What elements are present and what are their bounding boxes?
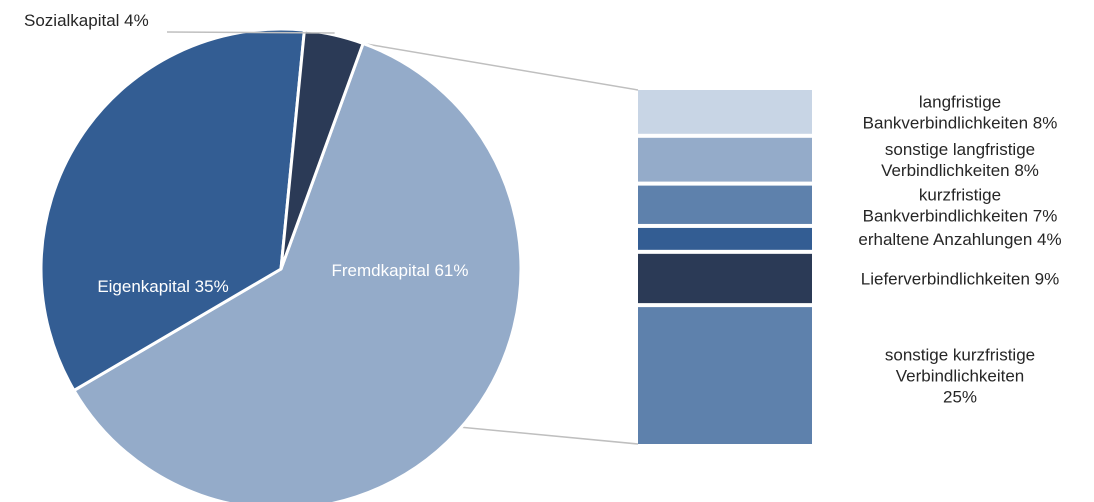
breakdown-label-1: langfristige Bankverbindlichkeiten 8%: [863, 92, 1058, 132]
labels: Fremdkapital 61% Eigenkapital 35% Sozialka…: [24, 11, 1062, 407]
leader-line-sozialkapital: [166, 31, 335, 34]
pie: [39, 27, 523, 502]
connector-line-top: [362, 42, 639, 91]
pie-slice-sozialkapital: [279, 28, 365, 271]
pie-label-eigenkapital: Eigenkapital 35%: [97, 277, 228, 296]
pie-slice-eigenkapital: [39, 27, 306, 392]
pie-slice-fremdkapital: [72, 41, 523, 502]
breakdown-segment-1: [638, 90, 812, 134]
breakdown-label-4: erhaltene Anzahlungen 4%: [858, 230, 1061, 249]
breakdown-label-6: sonstige kurzfristige Verbindlichkeiten 25…: [885, 346, 1035, 407]
pie-label-fremdkapital: Fremdkapital 61%: [331, 261, 468, 280]
breakdown-label-3: kurzfristige Bankverbindlichkeiten 7%: [863, 185, 1058, 225]
breakdown-segment-3: [638, 185, 812, 224]
breakdown-segment-4: [638, 227, 812, 250]
pie-label-sozialkapital: Sozialkapital 4%: [24, 11, 149, 30]
breakdown-segment-5: [638, 253, 812, 304]
breakdown-stack: [638, 90, 812, 444]
breakdown-label-5: Lieferverbindlichkeiten 9%: [861, 269, 1059, 288]
breakdown-label-2: sonstige langfristige Verbindlichkeiten 8…: [881, 140, 1039, 180]
breakdown-segment-2: [638, 137, 812, 182]
breakdown-segment-6: [638, 307, 812, 444]
